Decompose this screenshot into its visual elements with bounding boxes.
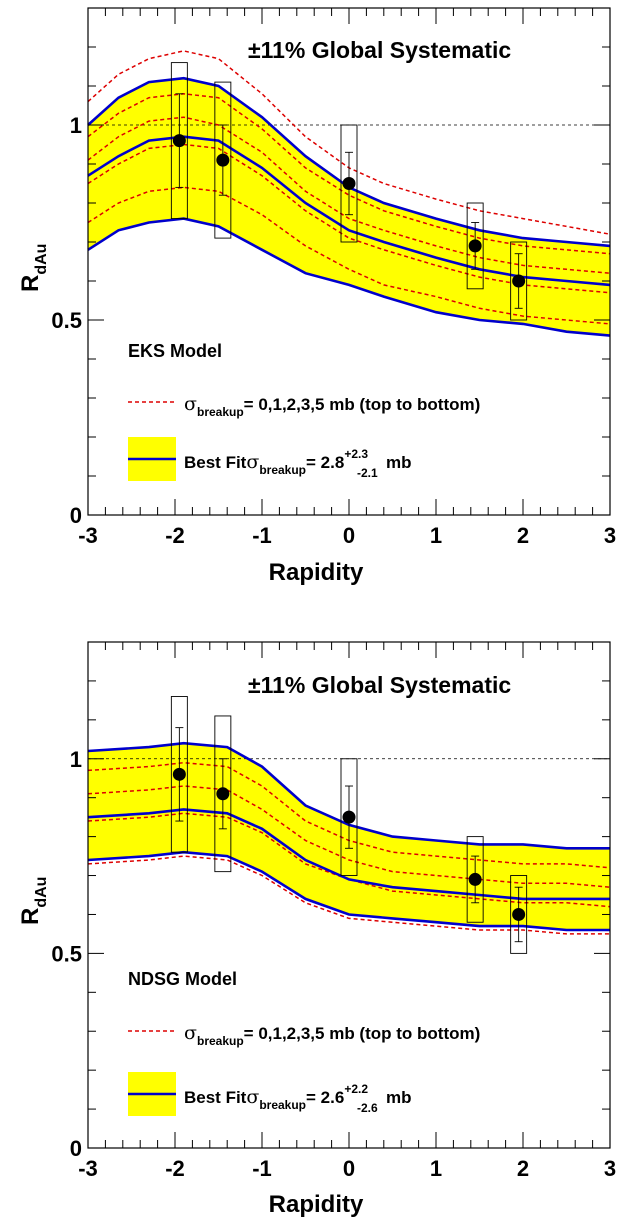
- eks-x-tick-label: -3: [78, 523, 98, 548]
- ndsg-sys-box-4: [510, 875, 528, 954]
- eks-legend-fit-label: Best Fitσbreakup= 2.8+2.3 -2.1 mb: [184, 447, 412, 480]
- ndsg-data-point-3: [468, 872, 482, 886]
- eks-series-line-1: [87, 93, 611, 255]
- eks-legend-fit-eq: = 2.8: [306, 453, 344, 472]
- ndsg-legend-fit-sub: breakup: [259, 1098, 306, 1112]
- eks-y-axis-label: RdAu: [17, 244, 50, 292]
- eks-data-point-3: [468, 239, 482, 253]
- eks-legend-dashed-sub: breakup: [197, 405, 244, 419]
- ndsg-legend-fit-eq: = 2.6: [306, 1088, 344, 1107]
- ndsg-sys-box-1: [214, 715, 232, 873]
- eks-chart-panel: -3 -2 -1 0 1 2 3 0 0.5 1 ±11% Global Systematic E…: [17, 7, 616, 586]
- ndsg-series-line-4: [87, 855, 610, 935]
- ndsg-legend-fit-low: -2.6: [357, 1101, 378, 1115]
- eks-y-tick-label: 1: [70, 113, 82, 138]
- eks-x-tick-label: 3: [604, 523, 616, 548]
- ndsg-model-label: NDSG Model: [128, 969, 237, 989]
- eks-series-line-5: [87, 76, 611, 248]
- ndsg-legend-fit-sup: +2.2: [344, 1082, 368, 1096]
- eks-x-tick-label: -1: [252, 523, 272, 548]
- ndsg-x-tick-label: -1: [252, 1156, 272, 1181]
- eks-legend-fit-sub: breakup: [259, 463, 306, 477]
- eks-sys-box-3: [466, 202, 484, 290]
- ndsg-legend-fit-unit: mb: [386, 1088, 412, 1107]
- ndsg-sys-box-0: [170, 696, 188, 853]
- eks-sys-box-4: [510, 241, 528, 321]
- ndsg-x-tick-label: 0: [343, 1156, 355, 1181]
- ndsg-x-tick-label: 2: [517, 1156, 529, 1181]
- eks-x-tick-label: -2: [165, 523, 185, 548]
- ndsg-legend-dashed-label: σbreakup= 0,1,2,3,5 mb (top to bottom): [184, 1022, 480, 1048]
- eks-data-point-0: [172, 134, 186, 148]
- eks-y-tick-label: 0.5: [51, 308, 82, 333]
- eks-y-tick-label: 0: [70, 503, 82, 528]
- ndsg-legend-fit-prefix: Best Fit: [184, 1088, 247, 1107]
- ndsg-systematic-label: ±11% Global Systematic: [248, 672, 511, 698]
- eks-legend-dashed-text: = 0,1,2,3,5 mb (top to bottom): [244, 395, 481, 414]
- ndsg-data-point-4: [512, 907, 526, 921]
- eks-plot-area: -3 -2 -1 0 1 2 3 0 0.5 1: [51, 7, 616, 548]
- eks-legend-fit-sup: +2.3: [344, 447, 368, 461]
- ndsg-chart-panel: -3 -2 -1 0 1 2 3 0 0.5 1 ±11% Global Systematic N…: [17, 641, 616, 1218]
- ndsg-y-axis-label-sub: dAu: [33, 877, 50, 908]
- eks-x-tick-label: 2: [517, 523, 529, 548]
- ndsg-legend-dashed-sub: breakup: [197, 1034, 244, 1048]
- eks-legend-dashed-sigma: σ: [184, 393, 197, 415]
- ndsg-legend-fit-sigma: σ: [246, 1086, 259, 1108]
- eks-series-line-4: [87, 186, 611, 325]
- eks-legend-dashed-label: σbreakup= 0,1,2,3,5 mb (top to bottom): [184, 393, 480, 419]
- ndsg-data-point-1: [216, 787, 230, 801]
- eks-x-tick-label: 0: [343, 523, 355, 548]
- ndsg-y-tick-label: 0.5: [51, 941, 82, 966]
- eks-sys-box-2: [340, 124, 358, 243]
- ndsg-x-axis-label: Rapidity: [269, 1191, 364, 1218]
- ndsg-x-tick-label: -2: [165, 1156, 185, 1181]
- ndsg-legend-dashed-sigma: σ: [184, 1022, 197, 1044]
- ndsg-x-tick-label: 3: [604, 1156, 616, 1181]
- eks-sys-box-0: [170, 62, 188, 220]
- ndsg-series-line-6: [87, 808, 610, 901]
- ndsg-series-line-2: [87, 785, 611, 888]
- ndsg-y-axis-label: RdAu: [17, 877, 50, 925]
- eks-legend-fit-low: -2.1: [357, 466, 378, 480]
- eks-x-axis-label: Rapidity: [269, 559, 364, 586]
- ndsg-y-tick-label: 1: [70, 747, 82, 772]
- ndsg-data-point-0: [172, 767, 186, 781]
- ndsg-y-tick-label: 0: [70, 1136, 82, 1161]
- eks-systematic-label: ±11% Global Systematic: [248, 37, 511, 63]
- eks-legend-fit-prefix: Best Fit: [184, 453, 247, 472]
- eks-series-line-7: [87, 217, 611, 337]
- ndsg-plot-area: -3 -2 -1 0 1 2 3 0 0.5 1: [51, 641, 616, 1181]
- ndsg-data-point-2: [342, 810, 356, 824]
- eks-y-axis-label-sub: dAu: [33, 244, 50, 275]
- ndsg-x-tick-label: 1: [430, 1156, 442, 1181]
- ndsg-legend-fit-label: Best Fitσbreakup= 2.6+2.2 -2.6 mb: [184, 1082, 412, 1115]
- eks-legend-fit-unit: mb: [386, 453, 412, 472]
- eks-legend-fit-sigma: σ: [246, 451, 259, 473]
- ndsg-legend-dashed-text: = 0,1,2,3,5 mb (top to bottom): [244, 1024, 481, 1043]
- eks-legend: ±11% Global Systematic EKS Model σbreaku…: [128, 37, 511, 481]
- eks-sys-box-1: [214, 81, 232, 239]
- eks-data-point-4: [512, 274, 526, 288]
- ndsg-x-tick-label: -3: [78, 1156, 98, 1181]
- ndsg-sys-box-2: [340, 758, 358, 876]
- eks-series-line-2: [87, 116, 611, 274]
- eks-model-label: EKS Model: [128, 341, 222, 361]
- eks-data-point-1: [216, 153, 230, 167]
- ndsg-y-axis-label-main: R: [17, 908, 44, 925]
- eks-series-line-0: [87, 50, 611, 235]
- eks-y-axis-label-main: R: [17, 275, 44, 292]
- ndsg-legend: ±11% Global Systematic NDSG Model σbreak…: [128, 672, 511, 1116]
- eks-data-point-2: [342, 177, 356, 190]
- eks-x-tick-label: 1: [430, 523, 442, 548]
- ndsg-sys-box-3: [466, 836, 484, 923]
